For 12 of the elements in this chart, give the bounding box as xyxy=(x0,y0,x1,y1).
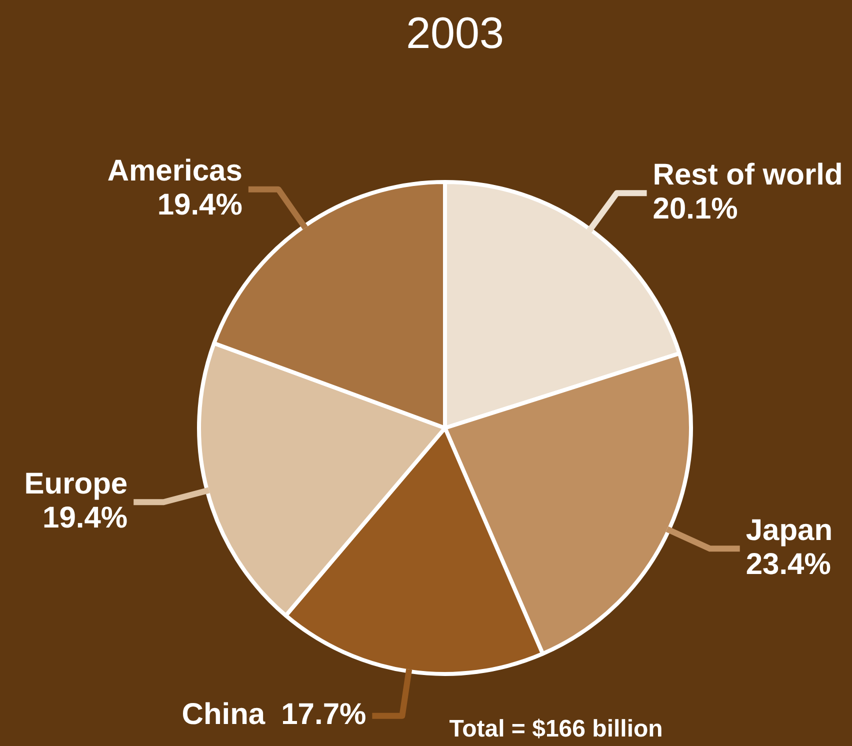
slice-label: Rest of world xyxy=(652,158,843,192)
slice-label: Japan xyxy=(746,514,833,547)
data-label: 23.4% xyxy=(746,548,831,581)
text: Total = $166 billion xyxy=(449,716,663,743)
slice-label: Americas xyxy=(107,154,242,188)
chart-title: 2003 xyxy=(406,9,504,58)
data-label: 19.4% xyxy=(157,188,242,222)
data-label: 17.7% xyxy=(281,698,366,732)
slice-label: Europe xyxy=(24,467,128,500)
data-label: 19.4% xyxy=(42,501,128,534)
data-label: 20.1% xyxy=(652,192,738,226)
slice-label: China xyxy=(182,698,266,732)
